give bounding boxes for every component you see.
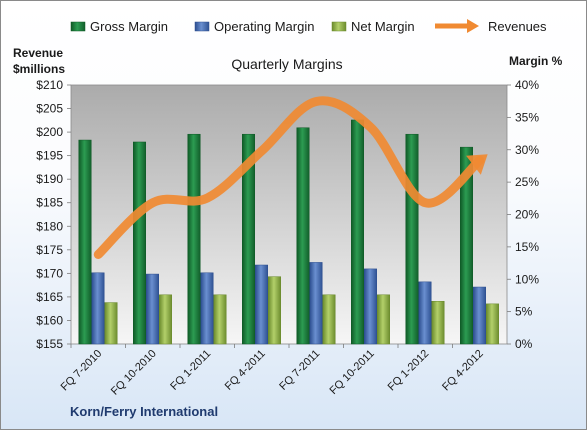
legend-swatch-net-margin [331, 21, 347, 32]
y-left-axis: $155 $160 $165 $170 $175 $180 $185 $190 $195 $200… [36, 78, 71, 351]
legend-label-net-margin: Net Margin [351, 19, 415, 34]
x-tick-label-fq-10-2010: FQ 10-2010 [109, 348, 159, 398]
y-right-tick-label: 30% [515, 143, 539, 157]
revenue-line-arrowhead [466, 154, 488, 175]
bar-operating-margin-fq-7-2010 [91, 272, 105, 345]
legend-swatch-operating-margin [194, 21, 210, 32]
legend-label-revenues: Revenues [488, 19, 547, 34]
y-right-title: Margin % [509, 54, 563, 68]
chart-title: Quarterly Margins [231, 56, 342, 72]
bar-gross-margin-fq-10-2011 [351, 119, 364, 345]
bar-net-margin-fq-7-2011 [322, 294, 336, 345]
y-left-tick-label: $155 [36, 337, 63, 351]
bar-operating-margin-fq-1-2012 [418, 281, 432, 345]
y-right-tick-label: 0% [515, 337, 533, 351]
x-tick-label-fq-10-2011: FQ 10-2011 [327, 348, 376, 397]
bar-operating-margin-fq-7-2011 [309, 262, 323, 345]
bar-gross-margin-fq-4-2011 [242, 133, 255, 345]
revenue-line [93, 96, 488, 260]
y-left-tick-label: $180 [36, 219, 63, 233]
x-tick-label-fq-1-2011: FQ 1-2011 [168, 348, 213, 393]
bar-operating-margin-fq-4-2011 [255, 264, 268, 345]
legend-arrowhead-revenues [467, 19, 479, 33]
bar-operating-margin-fq-10-2010 [146, 273, 159, 345]
legend-label-operating-margin: Operating Margin [214, 19, 314, 34]
bar-net-margin-fq-1-2011 [213, 294, 227, 345]
legend-item-revenues: Revenues [435, 19, 547, 34]
y-right-tick-label: 40% [515, 78, 539, 92]
y-left-tick-label: $210 [36, 78, 63, 92]
revenue-line-path [93, 96, 485, 260]
y-right-tick-label: 35% [515, 110, 539, 124]
y-left-tick-label: $200 [36, 125, 63, 139]
x-tick-label-fq-4-2012: FQ 4-2012 [440, 348, 486, 394]
y-right-axis: 0% 5% 10% 15% 20% 25% 30% 35% 40% [507, 78, 539, 351]
y-left-tick-label: $175 [36, 243, 63, 257]
y-right-tick-label: 25% [515, 175, 539, 189]
y-right-tick-label: 10% [515, 272, 539, 286]
bar-net-margin-fq-4-2012 [486, 303, 499, 345]
bar-net-margin-fq-10-2011 [377, 294, 390, 345]
bar-net-margin-fq-1-2012 [431, 301, 445, 345]
bar-gross-margin-fq-1-2012 [405, 133, 419, 345]
y-right-tick-label: 5% [515, 305, 533, 319]
x-axis: FQ 7-2010 FQ 10-2010 FQ 1-2011 FQ 4-2011 FQ … [59, 344, 486, 398]
legend: Gross Margin Operating Margin Net Margin… [70, 19, 547, 34]
y-left-title-line2: $millions [13, 62, 65, 76]
bar-operating-margin-fq-4-2012 [473, 286, 486, 345]
bar-gross-margin-fq-1-2011 [187, 133, 201, 345]
bar-operating-margin-fq-1-2011 [200, 272, 214, 345]
legend-item-net-margin: Net Margin [331, 19, 415, 34]
legend-item-gross-margin: Gross Margin [70, 19, 168, 34]
y-left-tick-label: $170 [36, 266, 63, 280]
bar-gross-margin-fq-10-2010 [133, 141, 146, 345]
y-right-tick-label: 15% [515, 240, 539, 254]
y-left-tick-label: $165 [36, 290, 63, 304]
company-name: Korn/Ferry International [70, 404, 218, 419]
legend-swatch-gross-margin [70, 21, 86, 32]
bar-net-margin-fq-7-2010 [104, 302, 118, 345]
bar-net-margin-fq-10-2010 [159, 294, 172, 345]
x-tick-label-fq-7-2010: FQ 7-2010 [59, 348, 105, 394]
legend-label-gross-margin: Gross Margin [90, 19, 168, 34]
y-left-tick-label: $205 [36, 102, 63, 116]
y-left-tick-label: $160 [36, 313, 63, 327]
y-left-tick-label: $190 [36, 172, 63, 186]
y-left-tick-label: $185 [36, 196, 63, 210]
bar-gross-margin-fq-7-2010 [78, 139, 92, 345]
bar-series [78, 119, 499, 345]
x-tick-label-fq-1-2012: FQ 1-2012 [386, 348, 432, 394]
y-left-title-line1: Revenue [13, 46, 63, 60]
bar-gross-margin-fq-4-2012 [460, 146, 473, 345]
y-right-tick-label: 20% [515, 208, 539, 222]
bar-gross-margin-fq-7-2011 [296, 127, 310, 345]
x-tick-label-fq-4-2011: FQ 4-2011 [223, 348, 268, 393]
bar-operating-margin-fq-10-2011 [364, 268, 377, 345]
y-left-tick-label: $195 [36, 149, 63, 163]
legend-item-operating-margin: Operating Margin [194, 19, 314, 34]
x-tick-label-fq-7-2011: FQ 7-2011 [277, 348, 322, 393]
bar-net-margin-fq-4-2011 [268, 276, 281, 345]
